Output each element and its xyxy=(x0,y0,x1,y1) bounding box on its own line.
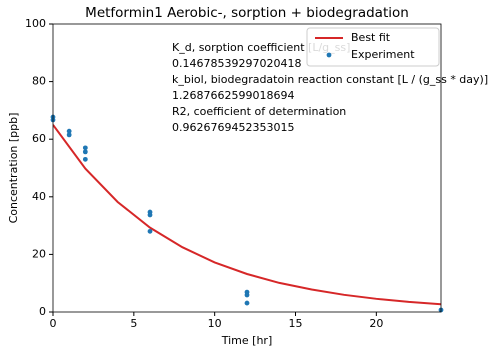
y-axis-label: Concentration [ppb] xyxy=(7,113,20,224)
data-point xyxy=(82,145,88,151)
legend-label: Best fit xyxy=(351,31,391,44)
plot-frame xyxy=(52,23,442,313)
legend-label: Experiment xyxy=(351,48,415,61)
x-tick-label: 0 xyxy=(50,317,57,330)
x-axis-label: Time [hr] xyxy=(221,334,273,347)
data-point xyxy=(82,149,88,155)
data-point xyxy=(66,128,72,134)
chart-title: Metformin1 Aerobic-, sorption + biodegra… xyxy=(85,5,409,21)
x-tick-label: 5 xyxy=(130,317,137,330)
data-point xyxy=(244,300,250,306)
y-tick-label: 0 xyxy=(39,305,46,318)
annotation: 0.14678539297020418 xyxy=(172,57,301,70)
fit-line xyxy=(53,124,441,306)
annotation: k_biol, biodegradatoin reaction constant… xyxy=(172,73,488,86)
data-point xyxy=(66,132,72,138)
y-tick-label: 40 xyxy=(32,190,46,203)
annotation: R2, coefficient of determination xyxy=(172,105,346,118)
data-point xyxy=(147,228,153,234)
annotation: K_d, sorption coefficient [L/g_ss] xyxy=(172,41,350,54)
data-point xyxy=(147,212,153,218)
y-tick-label: 80 xyxy=(32,75,46,88)
x-tick-label: 10 xyxy=(208,317,222,330)
data-point xyxy=(82,156,88,162)
y-tick-label: 100 xyxy=(25,17,46,30)
annotation: 0.9626769452353015 xyxy=(172,121,294,134)
y-tick-label: 20 xyxy=(32,247,46,260)
x-tick-label: 15 xyxy=(289,317,303,330)
legend-marker xyxy=(326,52,332,58)
y-tick-label: 60 xyxy=(32,132,46,145)
data-point xyxy=(244,292,250,298)
annotation: 1.2687662599018694 xyxy=(172,89,294,102)
x-tick-label: 20 xyxy=(369,317,383,330)
